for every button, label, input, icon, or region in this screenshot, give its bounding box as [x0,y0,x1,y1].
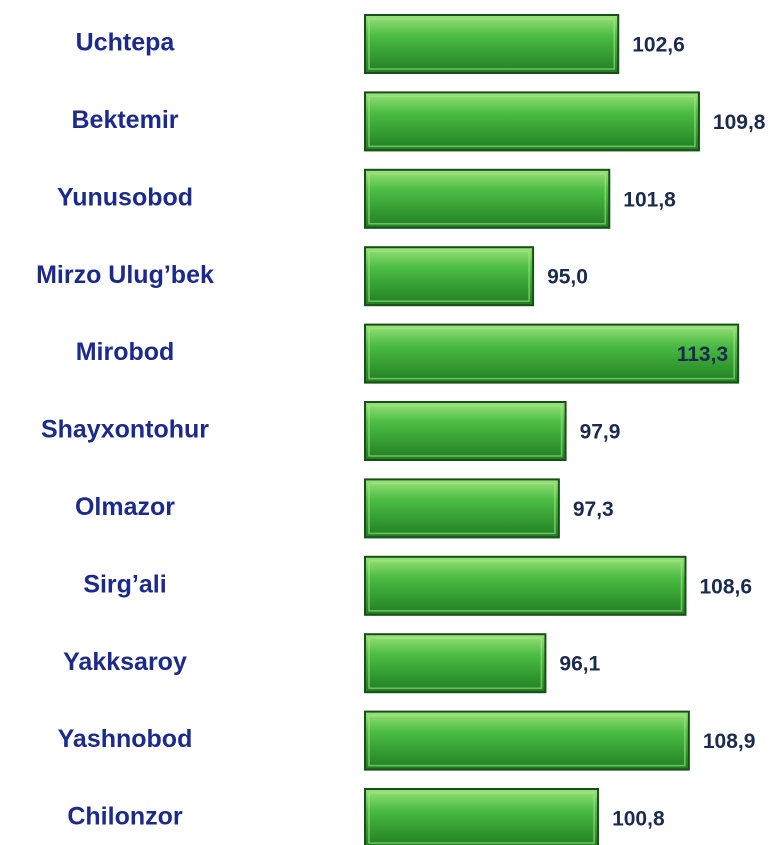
category-label: Olmazor [75,493,175,521]
value-label: 96,1 [559,653,600,676]
category-label: Bektemir [72,106,179,134]
bar [364,788,600,845]
category-label: Sirg’ali [83,570,166,598]
bar-bevel [368,560,683,612]
value-label: 95,0 [547,266,588,289]
bar [364,168,611,229]
bar [364,246,535,307]
category-label: Uchtepa [76,29,176,57]
value-label: 97,3 [573,498,614,521]
bar-bevel [368,18,616,70]
bar-bevel [368,482,556,535]
bar [364,478,560,539]
value-label: 102,6 [632,34,685,57]
bar-bevel [368,250,530,302]
value-label: 109,8 [713,111,766,134]
bar-bevel [368,637,543,689]
value-label: 108,9 [703,730,756,753]
bar [364,710,690,771]
category-label: Yunusobod [57,183,193,211]
bar-bevel [368,714,686,767]
category-label: Yashnobod [58,725,193,753]
bar-bevel [368,173,607,225]
value-label: 108,6 [699,575,752,598]
category-label: Chilonzor [67,803,183,831]
bar [364,14,620,74]
bar [364,91,700,152]
category-label: Mirzo Ulug’bek [36,261,214,289]
bar [364,555,687,616]
bar-bevel [368,405,563,457]
bar-bevel [368,792,595,844]
value-label: 101,8 [623,188,676,211]
bar-bevel [368,95,696,148]
bar [364,633,547,694]
category-label: Yakksaroy [63,648,187,676]
category-label: Shayxontohur [41,416,209,444]
value-label: 100,8 [612,808,665,831]
category-label: Mirobod [76,338,175,366]
bar [364,323,740,384]
value-label: 97,9 [580,421,621,444]
bar [364,401,567,461]
value-label: 113,3 [677,343,728,366]
bar-bevel [368,327,735,380]
